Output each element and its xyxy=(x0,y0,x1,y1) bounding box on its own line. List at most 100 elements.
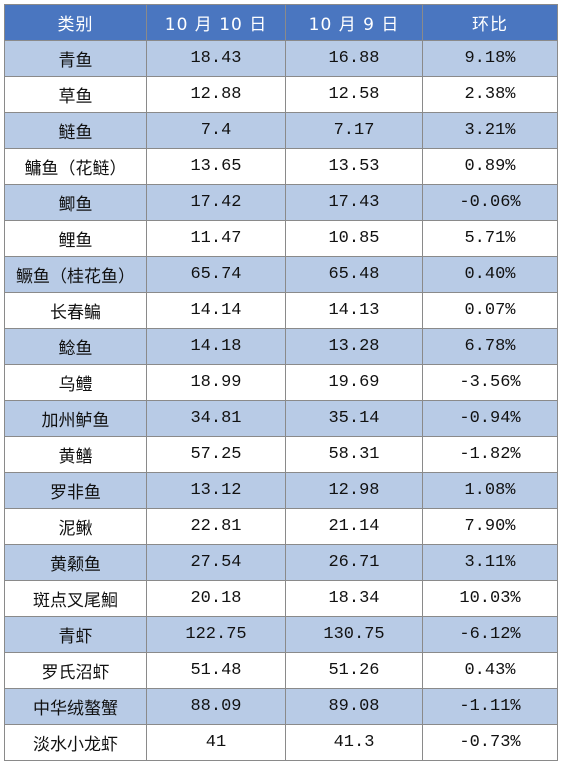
cell-category: 草鱼 xyxy=(4,76,147,113)
cell-change: 10.03% xyxy=(422,580,558,617)
table-row: 长春鳊 14.14 14.13 0.07% xyxy=(4,292,558,329)
cell-oct-9-price: 35.14 xyxy=(285,400,423,437)
table-body: 青鱼 18.43 16.88 9.18% 草鱼 12.88 12.58 2.38% 鲢鱼 7.4 7… xyxy=(4,40,558,761)
cell-oct-10-price: 7.4 xyxy=(146,112,286,149)
table-row: 鳜鱼（桂花鱼） 65.74 65.48 0.40% xyxy=(4,256,558,293)
cell-oct-10-price: 65.74 xyxy=(146,256,286,293)
cell-change: 0.43% xyxy=(422,652,558,689)
table-row: 鳙鱼（花鲢） 13.65 13.53 0.89% xyxy=(4,148,558,185)
cell-oct-10-price: 34.81 xyxy=(146,400,286,437)
cell-oct-10-price: 22.81 xyxy=(146,508,286,545)
cell-oct-9-price: 21.14 xyxy=(285,508,423,545)
cell-oct-10-price: 27.54 xyxy=(146,544,286,581)
cell-category: 黄鳝 xyxy=(4,436,147,473)
header-oct-9: 10 月 9 日 xyxy=(285,4,423,41)
cell-oct-10-price: 12.88 xyxy=(146,76,286,113)
cell-category: 鳜鱼（桂花鱼） xyxy=(4,256,147,293)
cell-change: 5.71% xyxy=(422,220,558,257)
cell-category: 鲤鱼 xyxy=(4,220,147,257)
cell-oct-10-price: 57.25 xyxy=(146,436,286,473)
table-row: 鲶鱼 14.18 13.28 6.78% xyxy=(4,328,558,365)
cell-category: 乌鳢 xyxy=(4,364,147,401)
cell-oct-10-price: 14.14 xyxy=(146,292,286,329)
cell-change: 3.21% xyxy=(422,112,558,149)
cell-oct-9-price: 58.31 xyxy=(285,436,423,473)
cell-change: 1.08% xyxy=(422,472,558,509)
cell-oct-9-price: 41.3 xyxy=(285,724,423,761)
cell-oct-9-price: 89.08 xyxy=(285,688,423,725)
cell-category: 鲢鱼 xyxy=(4,112,147,149)
table-row: 鲢鱼 7.4 7.17 3.21% xyxy=(4,112,558,149)
cell-category: 罗非鱼 xyxy=(4,472,147,509)
cell-oct-9-price: 13.53 xyxy=(285,148,423,185)
cell-category: 黄颡鱼 xyxy=(4,544,147,581)
table-row: 斑点叉尾鮰 20.18 18.34 10.03% xyxy=(4,580,558,617)
cell-category: 淡水小龙虾 xyxy=(4,724,147,761)
table-row: 鲤鱼 11.47 10.85 5.71% xyxy=(4,220,558,257)
cell-category: 鳙鱼（花鲢） xyxy=(4,148,147,185)
cell-change: -6.12% xyxy=(422,616,558,653)
cell-oct-9-price: 12.98 xyxy=(285,472,423,509)
table-row: 草鱼 12.88 12.58 2.38% xyxy=(4,76,558,113)
cell-change: 0.40% xyxy=(422,256,558,293)
cell-oct-9-price: 12.58 xyxy=(285,76,423,113)
table-row: 泥鳅 22.81 21.14 7.90% xyxy=(4,508,558,545)
cell-category: 鲶鱼 xyxy=(4,328,147,365)
cell-change: -0.94% xyxy=(422,400,558,437)
table-row: 黄颡鱼 27.54 26.71 3.11% xyxy=(4,544,558,581)
price-table-container: 类别 10 月 10 日 10 月 9 日 环比 青鱼 18.43 16.88 9.1… xyxy=(4,4,558,761)
cell-oct-10-price: 20.18 xyxy=(146,580,286,617)
cell-oct-10-price: 88.09 xyxy=(146,688,286,725)
table-row: 黄鳝 57.25 58.31 -1.82% xyxy=(4,436,558,473)
cell-oct-10-price: 122.75 xyxy=(146,616,286,653)
cell-change: -0.73% xyxy=(422,724,558,761)
cell-oct-9-price: 7.17 xyxy=(285,112,423,149)
cell-oct-10-price: 13.65 xyxy=(146,148,286,185)
cell-change: -3.56% xyxy=(422,364,558,401)
cell-oct-9-price: 19.69 xyxy=(285,364,423,401)
cell-oct-9-price: 65.48 xyxy=(285,256,423,293)
cell-oct-10-price: 18.99 xyxy=(146,364,286,401)
cell-change: 0.07% xyxy=(422,292,558,329)
cell-oct-9-price: 17.43 xyxy=(285,184,423,221)
cell-oct-9-price: 130.75 xyxy=(285,616,423,653)
cell-category: 青鱼 xyxy=(4,40,147,77)
cell-category: 泥鳅 xyxy=(4,508,147,545)
cell-change: -1.11% xyxy=(422,688,558,725)
cell-category: 加州鲈鱼 xyxy=(4,400,147,437)
cell-category: 中华绒螯蟹 xyxy=(4,688,147,725)
cell-oct-10-price: 11.47 xyxy=(146,220,286,257)
table-header-row: 类别 10 月 10 日 10 月 9 日 环比 xyxy=(4,4,558,41)
cell-oct-10-price: 17.42 xyxy=(146,184,286,221)
cell-change: 3.11% xyxy=(422,544,558,581)
cell-category: 长春鳊 xyxy=(4,292,147,329)
cell-oct-10-price: 18.43 xyxy=(146,40,286,77)
cell-category: 鲫鱼 xyxy=(4,184,147,221)
cell-oct-10-price: 51.48 xyxy=(146,652,286,689)
cell-change: -0.06% xyxy=(422,184,558,221)
table-row: 中华绒螯蟹 88.09 89.08 -1.11% xyxy=(4,688,558,725)
table-row: 罗非鱼 13.12 12.98 1.08% xyxy=(4,472,558,509)
cell-oct-10-price: 13.12 xyxy=(146,472,286,509)
cell-oct-10-price: 14.18 xyxy=(146,328,286,365)
cell-change: -1.82% xyxy=(422,436,558,473)
price-table: 类别 10 月 10 日 10 月 9 日 环比 青鱼 18.43 16.88 9.1… xyxy=(4,4,558,761)
cell-oct-9-price: 26.71 xyxy=(285,544,423,581)
cell-oct-9-price: 18.34 xyxy=(285,580,423,617)
cell-change: 0.89% xyxy=(422,148,558,185)
table-row: 青虾 122.75 130.75 -6.12% xyxy=(4,616,558,653)
cell-change: 7.90% xyxy=(422,508,558,545)
cell-oct-9-price: 10.85 xyxy=(285,220,423,257)
table-row: 加州鲈鱼 34.81 35.14 -0.94% xyxy=(4,400,558,437)
cell-category: 罗氏沼虾 xyxy=(4,652,147,689)
header-category: 类别 xyxy=(4,4,147,41)
table-row: 淡水小龙虾 41 41.3 -0.73% xyxy=(4,724,558,761)
table-row: 乌鳢 18.99 19.69 -3.56% xyxy=(4,364,558,401)
table-row: 青鱼 18.43 16.88 9.18% xyxy=(4,40,558,77)
table-row: 罗氏沼虾 51.48 51.26 0.43% xyxy=(4,652,558,689)
cell-category: 青虾 xyxy=(4,616,147,653)
cell-category: 斑点叉尾鮰 xyxy=(4,580,147,617)
cell-oct-10-price: 41 xyxy=(146,724,286,761)
cell-change: 2.38% xyxy=(422,76,558,113)
cell-oct-9-price: 14.13 xyxy=(285,292,423,329)
